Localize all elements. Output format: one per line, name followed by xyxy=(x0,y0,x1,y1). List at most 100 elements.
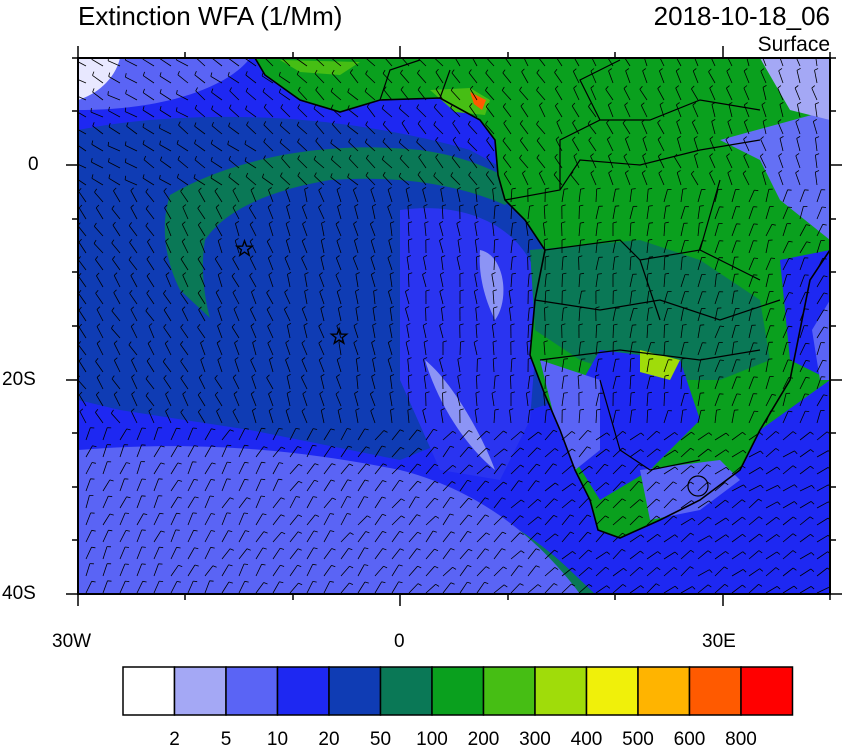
wind-barb-flag xyxy=(315,54,317,58)
wind-barb-flag xyxy=(632,240,636,241)
colorbar-swatch-0 xyxy=(123,667,175,715)
colorbar-label-10: 10 xyxy=(253,729,303,751)
wind-barb xyxy=(579,257,580,270)
wind-barb-flag xyxy=(754,258,758,259)
wind-barb-flag xyxy=(564,393,568,394)
colorbar-swatch-6 xyxy=(432,667,484,715)
wind-barb-flag xyxy=(159,581,163,582)
wind-barb-flag xyxy=(74,91,75,95)
wind-barb-flag xyxy=(683,410,687,411)
wind-barb xyxy=(545,308,546,321)
wind-barb xyxy=(562,274,563,287)
wind-barb xyxy=(562,342,563,355)
colorbar-label-50: 50 xyxy=(356,729,406,751)
wind-barb-flag xyxy=(75,140,76,144)
wind-barb-flag xyxy=(503,52,506,55)
wind-barb-flag xyxy=(244,513,248,514)
colorbar-label-100: 100 xyxy=(407,729,457,751)
wind-barb-flag xyxy=(453,52,456,55)
colorbar-label-20: 20 xyxy=(304,729,354,751)
wind-barb-flag xyxy=(746,51,749,53)
lat-label-40s: 40S xyxy=(2,583,36,605)
wind-barb xyxy=(443,393,444,406)
wind-barb-flag xyxy=(434,54,436,58)
colorbar-swatch-9 xyxy=(587,667,639,715)
wind-barb-flag xyxy=(643,51,646,53)
wind-barb-flag xyxy=(779,52,782,54)
colorbar-swatch-5 xyxy=(381,667,433,715)
wind-barb-flag xyxy=(795,52,798,55)
wind-barb-flag xyxy=(805,394,809,395)
colorbar-label-500: 500 xyxy=(613,729,663,751)
lon-label-0: 0 xyxy=(394,631,405,653)
wind-barb-flag xyxy=(606,52,609,55)
wind-barb-flag xyxy=(815,52,819,54)
colorbar-label-400: 400 xyxy=(562,729,612,751)
wind-barb-flag xyxy=(383,53,385,56)
colorbar-swatch-8 xyxy=(535,667,587,715)
map-plot-area xyxy=(74,51,831,594)
wind-barb-flag xyxy=(75,124,76,128)
wind-barb-flag xyxy=(623,52,626,55)
wind-barb-flag xyxy=(471,52,474,55)
wind-barb-flag xyxy=(485,53,487,56)
wind-barb-flag xyxy=(632,189,636,190)
wind-barb-flag xyxy=(649,291,653,292)
wind-barb-flag xyxy=(281,54,283,58)
colorbar-label-300: 300 xyxy=(510,729,560,751)
wind-barb-flag xyxy=(658,52,661,55)
wind-barb-flag xyxy=(108,142,109,146)
wind-barb-flag xyxy=(564,189,568,190)
wind-barb-flag xyxy=(734,342,738,343)
wind-barb-flag xyxy=(530,376,534,377)
wind-barb-flag xyxy=(649,206,653,207)
wind-barb-flag xyxy=(754,411,758,412)
colorbar-label-800: 800 xyxy=(716,729,766,751)
wind-barb-flag xyxy=(700,206,704,207)
wind-barb-flag xyxy=(537,53,539,56)
lon-label-30w: 30W xyxy=(52,631,91,653)
colorbar-swatch-2 xyxy=(226,667,278,715)
colorbar-swatch-3 xyxy=(278,667,330,715)
wind-barb-flag xyxy=(649,223,653,224)
wind-barb xyxy=(460,342,461,355)
colorbar-swatch-12 xyxy=(741,667,793,715)
colorbar-swatch-11 xyxy=(690,667,742,715)
wind-barb-flag xyxy=(632,410,636,411)
colorbar-label-600: 600 xyxy=(665,729,715,751)
wind-barb-flag xyxy=(666,206,670,207)
colorbar-swatch-10 xyxy=(638,667,690,715)
wind-barb-flag xyxy=(417,53,419,57)
wind-barb xyxy=(562,223,563,236)
wind-barb-flag xyxy=(700,376,704,377)
wind-barb-flag xyxy=(590,52,593,55)
wind-barb xyxy=(426,308,427,321)
colorbar-label-200: 200 xyxy=(459,729,509,751)
wind-barb-flag xyxy=(710,52,713,55)
wind-barb-flag xyxy=(675,52,678,55)
wind-barb-flag xyxy=(365,54,367,58)
wind-barb-flag xyxy=(264,53,266,57)
wind-barb-flag xyxy=(195,54,197,58)
wind-barb xyxy=(579,206,580,219)
wind-barb-flag xyxy=(573,52,576,55)
wind-barb-flag xyxy=(125,547,129,548)
wind-barb-flag xyxy=(74,159,75,163)
wind-barb-flag xyxy=(581,240,585,241)
wind-barb-flag xyxy=(598,274,602,275)
wind-barb-flag xyxy=(244,564,248,565)
wind-barb-flag xyxy=(649,257,653,258)
wind-barb-flag xyxy=(125,513,129,514)
colorbar-swatch-7 xyxy=(484,667,536,715)
lat-label-0: 0 xyxy=(28,154,39,176)
wind-barb-flag xyxy=(805,411,809,412)
wind-barb-flag xyxy=(761,52,764,54)
wind-barb-flag xyxy=(788,360,792,361)
wind-barb-flag xyxy=(754,292,758,293)
wind-barb-flag xyxy=(555,52,558,55)
wind-barb-flag xyxy=(693,52,696,54)
lat-label-20s: 20S xyxy=(2,369,36,391)
wind-barb-flag xyxy=(75,107,76,111)
lon-label-30e: 30E xyxy=(702,631,736,653)
wind-barb-flag xyxy=(210,496,214,497)
